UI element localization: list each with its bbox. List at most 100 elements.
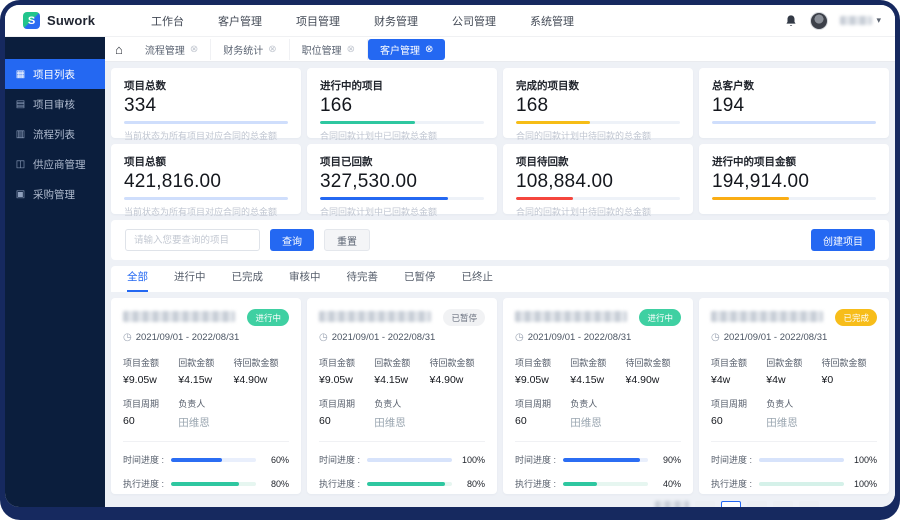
owner-value: 田维恩: [766, 417, 798, 429]
close-circle-icon[interactable]: ⊗: [189, 43, 199, 55]
nav-item-project[interactable]: 项目管理: [296, 15, 340, 28]
stat-card-ongoing-amount: 进行中的项目金额 194,914.00: [699, 144, 889, 214]
amount-value: ¥0: [821, 374, 834, 386]
create-project-button[interactable]: 创建项目: [811, 229, 875, 251]
project-card[interactable]: 进行中 ◷ 2021/09/01 - 2022/08/31 项目金额 ¥9.05w…: [111, 298, 301, 494]
owner-value: 田维恩: [374, 417, 406, 429]
stat-card-total-customers: 总客户数 194: [699, 68, 889, 138]
reset-button[interactable]: 重置: [324, 229, 370, 251]
stat-value: 194,914.00: [712, 171, 810, 192]
owner-label: 负责人: [374, 399, 402, 409]
sidebar-item-purchase[interactable]: ▣ 采购管理: [5, 179, 105, 209]
amount-label: 待回款金额: [233, 358, 279, 368]
time-progress-bar: [563, 457, 648, 462]
amount-label: 待回款金额: [821, 358, 867, 368]
stat-description: 合同的回款计划中待回款的总金额: [516, 207, 652, 217]
stat-progress: [712, 121, 876, 124]
stat-card-received-amount: 项目已回款 327,530.00 合同回款计划中已回款总金额: [307, 144, 497, 217]
time-progress-bar: [367, 457, 452, 462]
filter-tab-all[interactable]: 全部: [127, 269, 148, 292]
home-icon[interactable]: ⌂: [115, 41, 123, 57]
notification-bell-icon[interactable]: [784, 14, 798, 28]
sidebar-item-project-list[interactable]: ▦ 项目列表: [5, 59, 105, 89]
tab-label: 财务统计: [223, 45, 264, 57]
project-title-blurred: [515, 311, 627, 322]
pagination-prev-button[interactable]: [695, 501, 715, 507]
stat-card-ongoing-projects: 进行中的项目 166 合同回款计划中已回款总金额: [307, 68, 497, 141]
filter-tab-terminated[interactable]: 已终止: [461, 271, 494, 283]
top-navigation: 工作台 客户管理 项目管理 财务管理 公司管理 系统管理: [151, 13, 784, 29]
sidebar: ▦ 项目列表 ▤ 项目审核 ▥ 流程列表 ◫ 供应商管理 ▣ 采购管理: [5, 37, 105, 507]
close-circle-icon[interactable]: ⊗: [425, 43, 434, 55]
process-list-icon: ▥: [15, 128, 26, 140]
stat-description: 当前状态为所有项目对应合同的总金额: [124, 207, 278, 217]
time-progress-percent: 100%: [853, 454, 877, 465]
exec-progress-label: 执行进度 :: [515, 479, 557, 489]
page-tab-finance-stats[interactable]: 财务统计 ⊗: [211, 38, 290, 60]
filter-tab-completed[interactable]: 已完成: [231, 271, 264, 283]
pagination-page-current[interactable]: [721, 501, 741, 507]
pagination-page-button[interactable]: [773, 501, 793, 507]
cycle-label: 项目周期: [711, 399, 748, 409]
page-tab-position[interactable]: 职位管理 ⊗: [290, 38, 369, 60]
exec-progress-bar: [759, 481, 844, 486]
pagination-page-button[interactable]: [747, 501, 767, 507]
stat-label: 进行中的项目金额: [712, 156, 796, 168]
exec-progress-percent: 100%: [853, 478, 877, 489]
stat-value: 327,530.00: [320, 171, 418, 192]
page-tab-customer[interactable]: 客户管理 ⊗: [368, 38, 446, 60]
stats-row-1: 项目总数 334 当前状态为所有项目对应合同的总金额 进行中的项目 166 合同…: [111, 68, 889, 141]
sidebar-item-process-list[interactable]: ▥ 流程列表: [5, 119, 105, 149]
close-circle-icon[interactable]: ⊗: [268, 43, 277, 55]
exec-progress-percent: 80%: [270, 478, 289, 489]
cycle-label: 项目周期: [319, 399, 356, 409]
amount-label: 项目金额: [515, 358, 552, 368]
exec-progress-bar: [171, 481, 256, 486]
stat-label: 项目总额: [124, 156, 166, 168]
nav-item-workbench[interactable]: 工作台: [151, 15, 184, 28]
filter-tab-to-improve[interactable]: 待完善: [346, 271, 379, 283]
cycle-value: 60: [123, 415, 135, 427]
project-date-range: 2021/09/01 - 2022/08/31: [527, 332, 632, 343]
user-avatar[interactable]: [810, 11, 829, 30]
project-card-grid: 进行中 ◷ 2021/09/01 - 2022/08/31 项目金额 ¥9.05w…: [111, 298, 889, 494]
project-card[interactable]: 已完成 ◷ 2021/09/01 - 2022/08/31 项目金额 ¥4w 回款…: [699, 298, 889, 494]
user-name-blurred: [840, 16, 873, 25]
logo[interactable]: Suwork: [23, 12, 109, 29]
owner-value: 田维恩: [570, 417, 602, 429]
tab-label: 职位管理: [301, 45, 342, 57]
nav-item-company[interactable]: 公司管理: [452, 15, 496, 28]
sidebar-item-label: 采购管理: [33, 188, 75, 201]
user-menu[interactable]: ▾: [840, 15, 881, 26]
amount-value: ¥4.90w: [429, 374, 464, 386]
filter-tab-reviewing[interactable]: 审核中: [289, 271, 321, 283]
time-progress-label: 时间进度 :: [319, 455, 361, 465]
sidebar-item-project-review[interactable]: ▤ 项目审核: [5, 89, 105, 119]
amount-label: 项目金额: [711, 358, 748, 368]
nav-item-finance[interactable]: 财务管理: [374, 15, 418, 28]
query-button[interactable]: 查询: [270, 229, 314, 251]
stat-progress: [124, 121, 288, 124]
pagination-next-button[interactable]: [799, 501, 819, 507]
close-circle-icon[interactable]: ⊗: [346, 43, 356, 55]
project-title-blurred: [123, 311, 235, 322]
stat-label: 项目待回款: [516, 156, 569, 168]
clock-icon: ◷: [515, 332, 524, 343]
exec-progress-percent: 80%: [466, 478, 485, 489]
nav-item-customer[interactable]: 客户管理: [218, 15, 262, 28]
clock-icon: ◷: [711, 332, 720, 343]
exec-progress-bar: [367, 481, 452, 486]
search-input[interactable]: [125, 229, 260, 251]
project-card[interactable]: 进行中 ◷ 2021/09/01 - 2022/08/31 项目金额 ¥9.05w…: [503, 298, 693, 494]
stat-value: 421,816.00: [124, 171, 222, 192]
project-card[interactable]: 已暂停 ◷ 2021/09/01 - 2022/08/31 项目金额 ¥9.05w…: [307, 298, 497, 494]
status-badge: 进行中: [247, 309, 289, 326]
stat-label: 完成的项目数: [516, 80, 579, 92]
stat-description: 合同回款计划中已回款总金额: [320, 131, 438, 141]
nav-item-system[interactable]: 系统管理: [530, 15, 574, 28]
filter-tab-ongoing[interactable]: 进行中: [174, 271, 206, 283]
filter-tab-paused[interactable]: 已暂停: [404, 271, 436, 283]
sidebar-item-supplier[interactable]: ◫ 供应商管理: [5, 149, 105, 179]
page-tab-process[interactable]: 流程管理 ⊗: [133, 38, 212, 60]
stat-card-total-projects: 项目总数 334 当前状态为所有项目对应合同的总金额: [111, 68, 301, 141]
